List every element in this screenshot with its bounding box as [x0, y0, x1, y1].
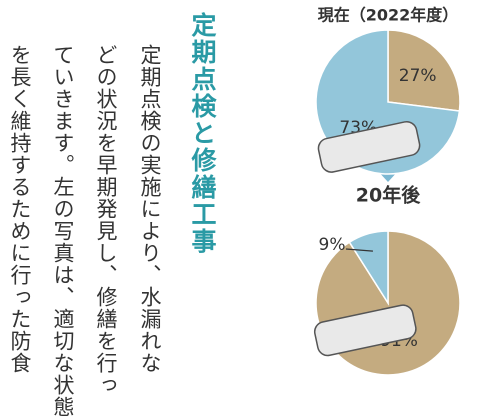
value-label: 9%	[319, 235, 346, 255]
chart-title: 現在（2022年度）	[318, 6, 459, 25]
page: 定期点検と修繕工事 定期点検の実施により、水漏れな どの状況を早期発見し、修繕を…	[0, 0, 477, 405]
charts: 現在（2022年度）27%73%20年後91%9%	[0, 0, 477, 405]
value-label: 27%	[399, 66, 437, 86]
chart-title: 20年後	[356, 184, 421, 207]
